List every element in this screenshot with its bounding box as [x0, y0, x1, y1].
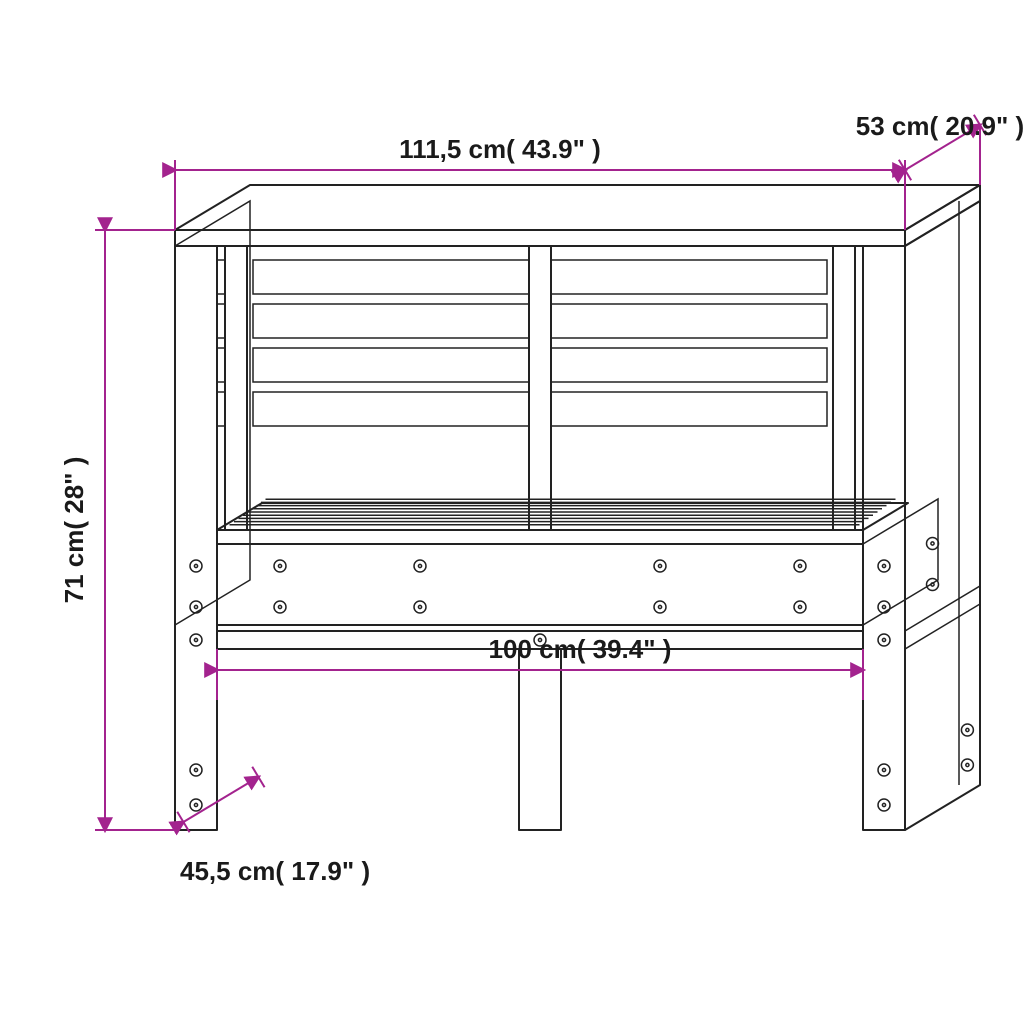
- dim-seatdepth-label: 45,5 cm( 17.9" ): [180, 856, 370, 886]
- dim-height-label: 71 cm( 28" ): [59, 457, 89, 604]
- dim-width-label: 111,5 cm( 43.9" ): [399, 134, 601, 164]
- dim-depth-label: 53 cm( 20.9" ): [856, 111, 1024, 141]
- dim-inner-label: 100 cm( 39.4" ): [489, 634, 672, 664]
